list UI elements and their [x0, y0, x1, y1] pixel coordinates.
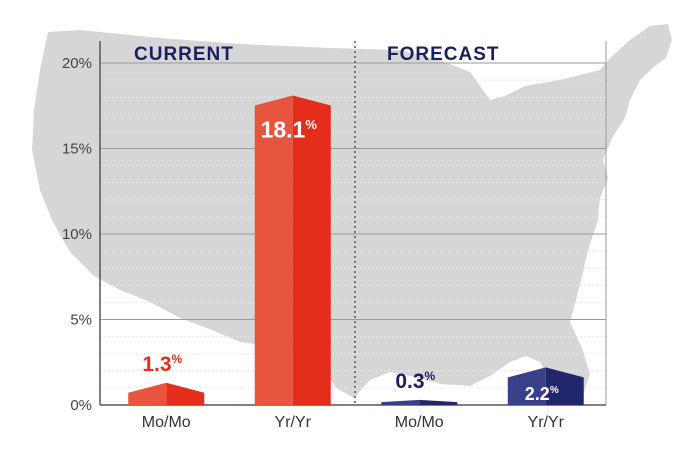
bar-left-face — [381, 399, 420, 405]
value-label: 0.3% — [395, 369, 435, 393]
section-labels: CURRENT FORECAST — [134, 44, 500, 65]
y-tick-label: 0% — [70, 397, 92, 414]
value-label: 18.1% — [261, 116, 318, 142]
bar-left-face — [128, 382, 167, 405]
section-label: CURRENT — [134, 44, 234, 65]
y-tick-label: 10% — [62, 226, 92, 243]
bar-left-face — [254, 95, 293, 406]
bar — [507, 367, 584, 405]
bar — [381, 399, 458, 405]
bar-right-face — [166, 382, 205, 405]
category-label: Yr/Yr — [275, 414, 312, 431]
category-label: Yr/Yr — [528, 414, 565, 431]
value-label: 2.2% — [525, 384, 559, 404]
category-label: Mo/Mo — [395, 414, 444, 431]
section-label: FORECAST — [387, 44, 500, 65]
bar-right-face — [292, 95, 331, 406]
bar-right-face — [419, 399, 458, 405]
y-axis-ticks: 0% 5% 10% 15% 20% — [62, 55, 92, 414]
category-labels: Mo/Mo Yr/Yr Mo/Mo Yr/Yr — [142, 414, 565, 431]
bar-left-face — [507, 367, 546, 405]
value-labels: 1.3% 18.1% 0.3% 2.2% — [142, 116, 559, 404]
y-tick-label: 5% — [70, 312, 92, 329]
bar — [254, 95, 331, 406]
bar — [128, 382, 205, 405]
us-map-background — [32, 24, 672, 400]
bar-right-face — [545, 367, 584, 405]
category-label: Mo/Mo — [142, 414, 191, 431]
gridlines — [99, 41, 607, 406]
value-label: 1.3% — [142, 352, 182, 376]
y-tick-label: 15% — [62, 141, 92, 158]
y-tick-label: 20% — [62, 55, 92, 72]
bars — [128, 95, 584, 406]
